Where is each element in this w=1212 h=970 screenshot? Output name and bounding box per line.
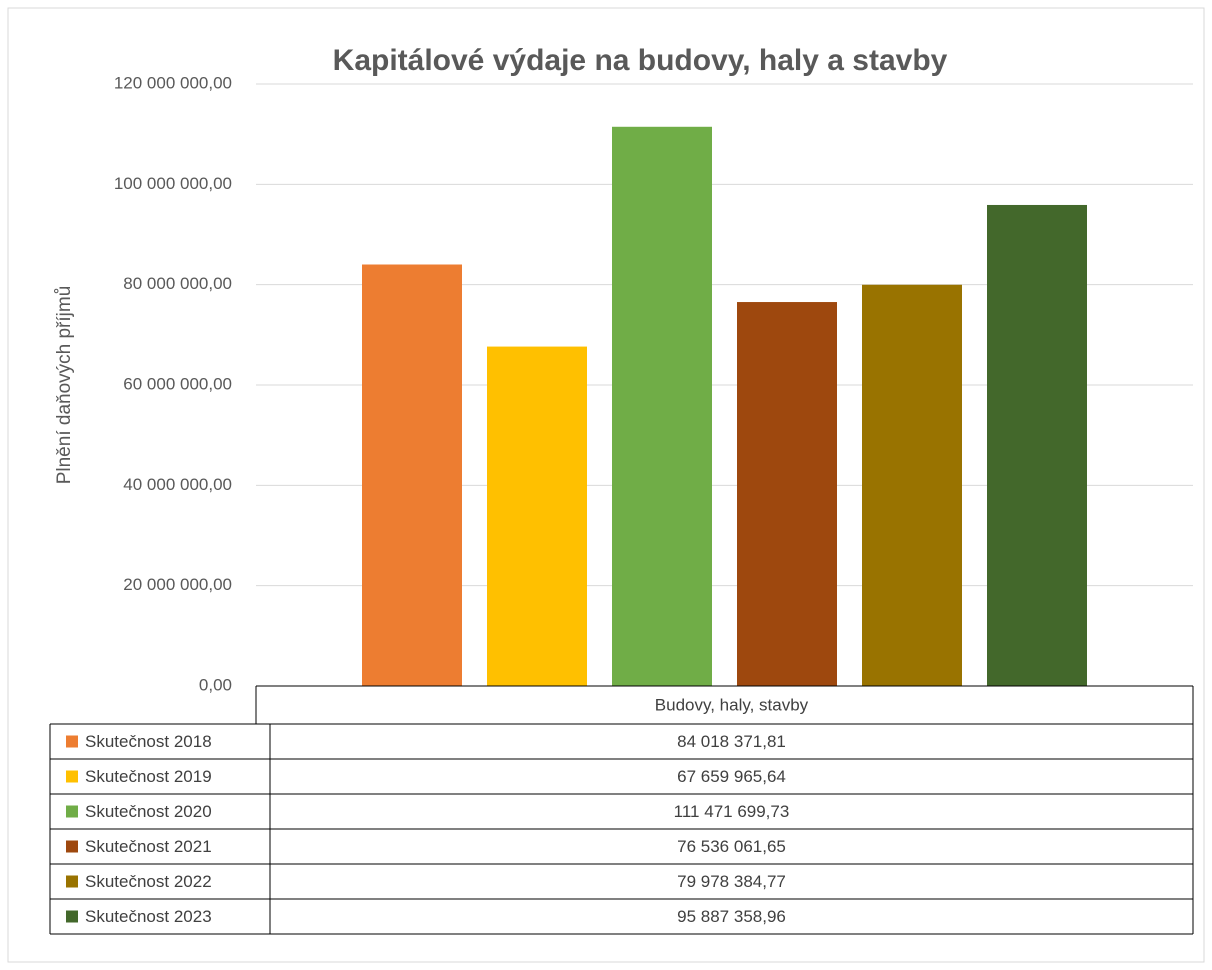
bar [737, 302, 837, 686]
legend-label: Skutečnost 2022 [85, 872, 212, 891]
value-label: 95 887 358,96 [677, 907, 786, 926]
bar [987, 204, 1087, 686]
legend-label: Skutečnost 2020 [85, 802, 212, 821]
chart-title: Kapitálové výdaje na budovy, haly a stav… [333, 44, 948, 77]
value-label: 76 536 061,65 [677, 837, 786, 856]
bar [862, 284, 962, 686]
bar [612, 126, 712, 687]
legend-swatch [66, 910, 78, 923]
value-label: 111 471 699,73 [674, 802, 790, 821]
bar [362, 264, 462, 686]
value-label: 79 978 384,77 [677, 872, 786, 891]
y-tick-label: 60 000 000,00 [123, 374, 232, 393]
y-tick-label: 0,00 [199, 675, 232, 694]
value-label: 67 659 965,64 [677, 767, 786, 786]
legend-swatch [66, 735, 78, 748]
legend-label: Skutečnost 2018 [85, 732, 212, 751]
y-tick-label: 40 000 000,00 [123, 475, 232, 494]
legend-label: Skutečnost 2021 [85, 837, 212, 856]
legend-swatch [66, 805, 78, 818]
y-tick-label: 20 000 000,00 [123, 575, 232, 594]
legend-label: Skutečnost 2019 [85, 767, 212, 786]
category-label: Budovy, haly, stavby [655, 695, 809, 714]
y-tick-label: 80 000 000,00 [123, 274, 232, 293]
y-tick-label: 120 000 000,00 [114, 73, 232, 92]
legend-swatch [66, 770, 78, 783]
y-tick-label: 100 000 000,00 [114, 174, 232, 193]
legend-swatch [66, 875, 78, 888]
legend-label: Skutečnost 2023 [85, 907, 212, 926]
bar [487, 346, 587, 686]
value-label: 84 018 371,81 [677, 732, 786, 751]
y-axis-title: Plnění daňových příjmů [54, 286, 75, 485]
legend-swatch [66, 840, 78, 853]
